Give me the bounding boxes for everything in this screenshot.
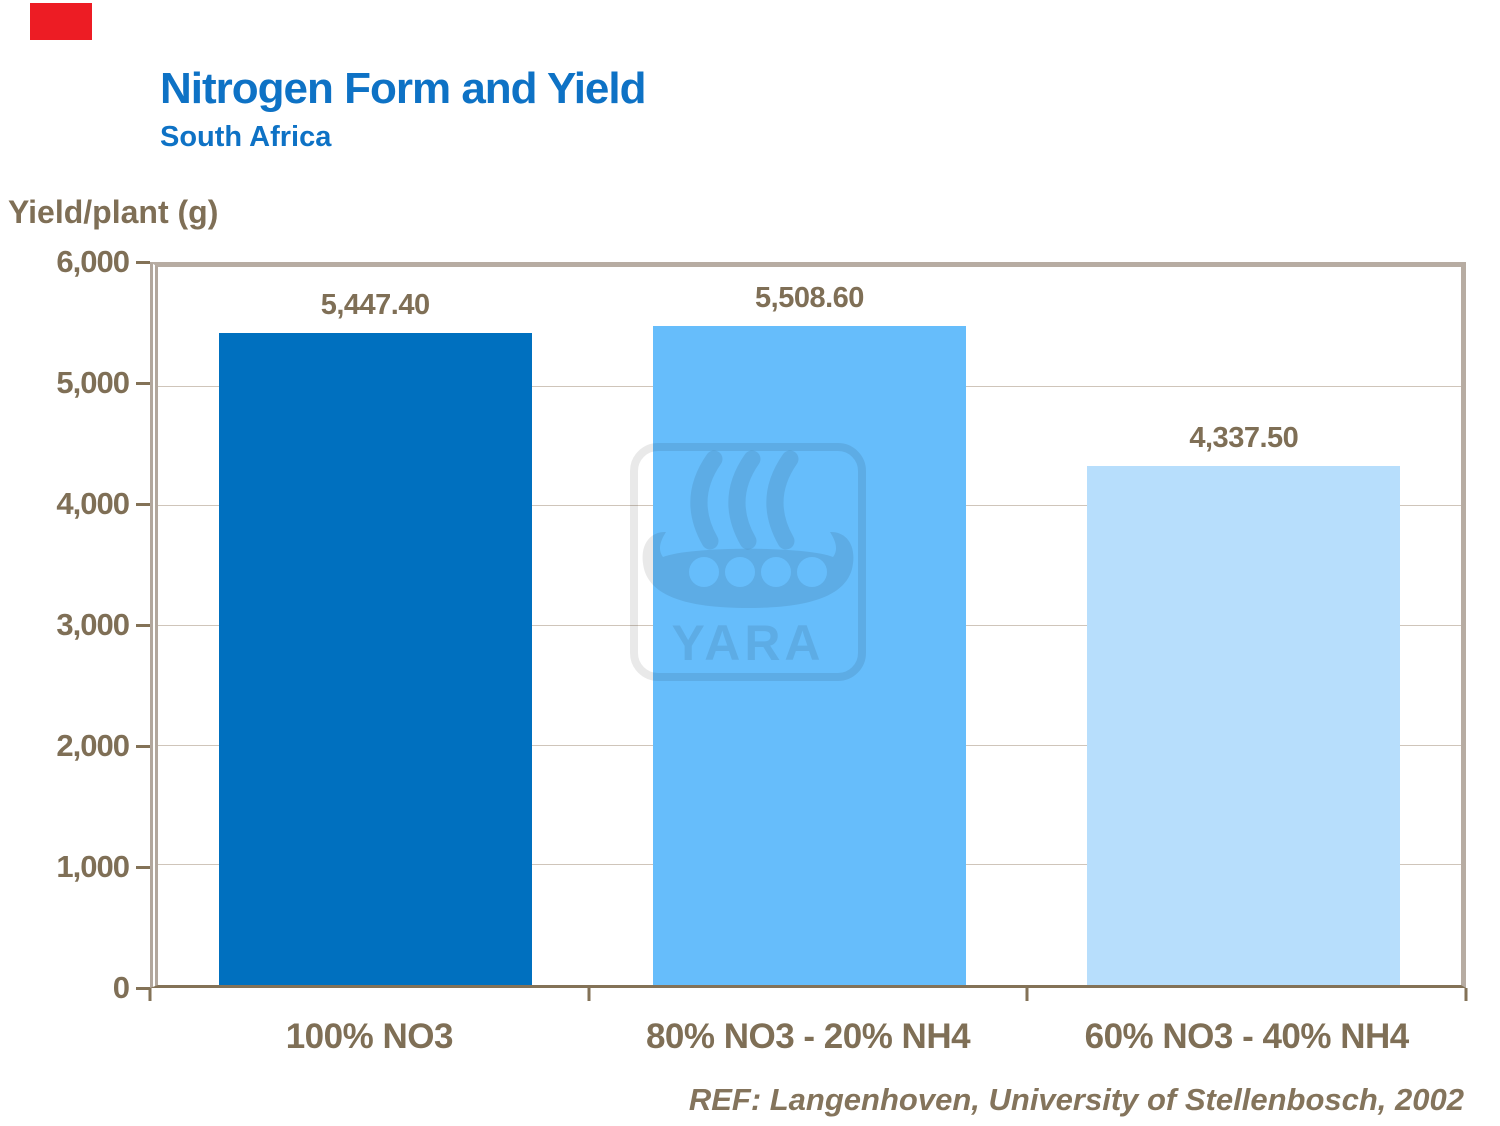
y-tick-label: 5,000	[56, 365, 130, 400]
x-tick-mark	[587, 988, 591, 1001]
y-tick-mark	[136, 260, 150, 264]
x-category-label: 100% NO3	[285, 1017, 454, 1056]
bar-value-label: 5,508.60	[755, 281, 864, 314]
y-tick-label: 1,000	[56, 849, 130, 884]
y-tick-mark	[136, 623, 150, 627]
y-tick-row: 1,000	[56, 849, 150, 885]
x-tick-mark	[1464, 988, 1468, 1001]
y-tick-row: 0	[113, 970, 150, 1006]
page-title: Nitrogen Form and Yield	[160, 64, 646, 113]
bar-value-label: 5,447.40	[320, 289, 430, 322]
y-axis-title: Yield/plant (g)	[8, 194, 219, 230]
bar-column: 4,337.50	[1027, 267, 1461, 985]
y-tick-row: 5,000	[56, 365, 150, 401]
page-subtitle: South Africa	[160, 121, 332, 153]
x-category-label: 60% NO3 - 40% NH4	[1084, 1017, 1410, 1056]
y-tick-mark	[136, 986, 150, 990]
bar	[218, 333, 532, 985]
y-tick-mark	[136, 744, 150, 748]
y-tick-mark	[136, 502, 150, 506]
y-tick-label: 3,000	[56, 607, 130, 642]
y-tick-row: 6,000	[56, 244, 150, 280]
y-tick-mark	[136, 381, 150, 385]
y-tick-label: 4,000	[56, 486, 130, 521]
y-axis: 6,000 5,000 4,000 3,000 2,000 1,000 0	[0, 244, 150, 1005]
y-tick-mark	[136, 865, 150, 869]
y-tick-row: 4,000	[56, 486, 150, 522]
red-square-decoration	[30, 3, 92, 40]
y-tick-row: 2,000	[56, 728, 150, 764]
bar-column: 5,508.60	[592, 267, 1026, 985]
reference-footer: REF: Langenhoven, University of Stellenb…	[688, 1082, 1464, 1117]
y-tick-label: 2,000	[56, 728, 130, 763]
x-tick-mark	[1025, 988, 1029, 1001]
x-tick-mark	[148, 988, 152, 1001]
bars-area: 5,447.40 5,508.60 4,337.50	[158, 267, 1461, 985]
y-tick-row: 3,000	[56, 607, 150, 643]
bar	[653, 325, 966, 985]
bar-column: 5,447.40	[158, 267, 592, 985]
chart-plot-area: 5,447.40 5,508.60 4,337.50	[150, 262, 1466, 988]
y-tick-label: 6,000	[56, 244, 130, 279]
x-category-label: 80% NO3 - 20% NH4	[645, 1017, 971, 1056]
x-axis-labels: 100% NO3 80% NO3 - 20% NH4 60% NO3 - 40% N…	[150, 1017, 1466, 1057]
y-tick-label: 0	[112, 970, 130, 1005]
bar-value-label: 4,337.50	[1189, 421, 1299, 454]
bar	[1087, 465, 1401, 985]
